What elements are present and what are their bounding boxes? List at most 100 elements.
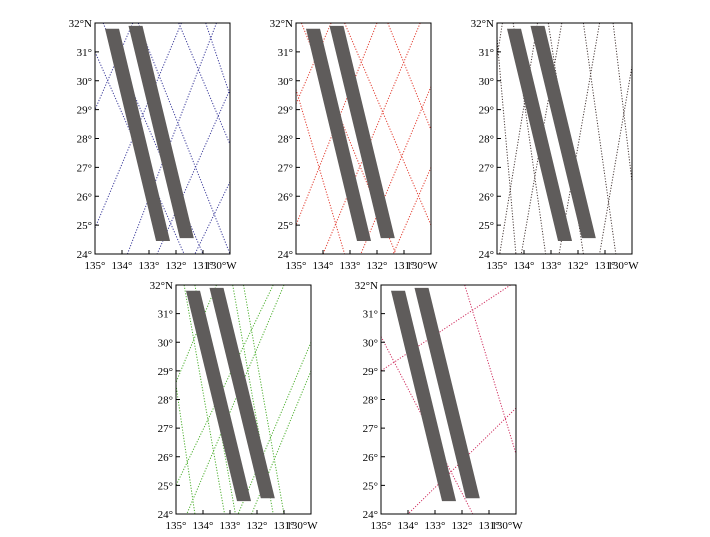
swath-east	[128, 25, 194, 239]
lat-tick-label: 30°	[363, 337, 378, 349]
lat-tick-label: 32°N	[69, 18, 92, 30]
lon-tick-label: 132°	[452, 520, 473, 532]
lon-tick-label: 130°W	[286, 520, 318, 532]
lat-tick-label: 26°	[158, 452, 173, 464]
lon-tick-label: 132°	[367, 260, 388, 272]
swath-west	[186, 290, 252, 502]
lon-tick-label: 130°W	[205, 260, 237, 272]
panel-plot-area	[497, 23, 632, 254]
ground-track	[137, 23, 230, 254]
lat-tick-label: 24°	[278, 249, 293, 261]
lat-tick-label: 29°	[278, 105, 293, 117]
lon-tick-label: 134°	[313, 260, 334, 272]
ground-track	[392, 167, 431, 254]
lat-tick-label: 25°	[278, 220, 293, 232]
lat-tick-label: 31°	[363, 309, 378, 321]
panel-plot-area	[381, 285, 516, 514]
lat-tick-label: 27°	[77, 162, 92, 174]
panel-plot-area	[95, 23, 230, 254]
lon-tick-label: 132°	[247, 520, 268, 532]
ground-track	[243, 285, 285, 514]
lat-tick-label: 28°	[278, 134, 293, 146]
ground-track	[95, 23, 182, 229]
ground-track	[344, 23, 431, 226]
lon-tick-label: 135°	[487, 260, 508, 272]
lat-tick-label: 27°	[278, 162, 293, 174]
swath-west	[105, 28, 171, 242]
panel-green: 24° 25° 26° 27° 28° 29° 30° 31° 32°N 135° 134° 133°…	[150, 280, 319, 532]
lat-tick-label: 30°	[158, 337, 173, 349]
lat-tick-label: 31°	[479, 47, 494, 59]
ground-track	[186, 285, 285, 514]
lat-tick-label: 28°	[158, 395, 173, 407]
ground-track	[360, 86, 431, 254]
swath-east	[530, 25, 596, 239]
lon-tick-label: 135°	[371, 520, 392, 532]
ground-track	[497, 37, 517, 254]
swath-west	[391, 290, 457, 502]
ground-track	[512, 23, 547, 254]
lat-tick-label: 30°	[479, 76, 494, 88]
lon-tick-label: 131°	[595, 260, 616, 272]
ground-track	[497, 23, 503, 58]
lon-tick-label: 130°W	[406, 260, 438, 272]
ground-track	[296, 23, 332, 105]
panel-plot-area	[296, 23, 431, 254]
lat-tick-label: 29°	[479, 105, 494, 117]
lat-tick-label: 27°	[363, 423, 378, 435]
ground-track	[176, 385, 196, 514]
lat-tick-label: 32°N	[270, 18, 293, 30]
ground-track	[582, 23, 617, 254]
ground-track	[95, 51, 185, 254]
lat-tick-label: 32°N	[355, 280, 378, 292]
lat-tick-label: 30°	[77, 76, 92, 88]
swath-west	[306, 28, 372, 242]
lon-tick-label: 134°	[193, 520, 214, 532]
lat-tick-label: 28°	[479, 134, 494, 146]
lat-tick-label: 31°	[278, 47, 293, 59]
ground-track	[176, 285, 217, 383]
swath-east	[329, 25, 395, 239]
lat-tick-label: 29°	[158, 366, 173, 378]
ground-track	[599, 66, 632, 254]
swath-east	[414, 287, 480, 499]
ground-track	[381, 285, 511, 372]
lat-tick-label: 28°	[363, 395, 378, 407]
lon-tick-label: 133°	[340, 260, 361, 272]
lat-tick-label: 31°	[158, 309, 173, 321]
lon-tick-label: 132°	[568, 260, 589, 272]
lat-tick-label: 28°	[77, 134, 92, 146]
lat-tick-label: 29°	[77, 105, 92, 117]
lon-tick-label: 135°	[166, 520, 187, 532]
ground-track	[296, 89, 346, 254]
panel-blue: 24° 25° 26° 27° 28° 29° 30° 31° 32°N 135° 134° 133°…	[69, 18, 238, 272]
lon-tick-label: 134°	[398, 520, 419, 532]
lat-tick-label: 25°	[77, 220, 92, 232]
lon-tick-label: 131°	[274, 520, 295, 532]
lon-tick-label: 134°	[112, 260, 133, 272]
lat-tick-label: 29°	[363, 366, 378, 378]
lon-tick-label: 133°	[541, 260, 562, 272]
lat-tick-label: 24°	[479, 249, 494, 261]
ground-track	[205, 23, 230, 96]
ground-track	[176, 285, 274, 486]
lat-tick-label: 26°	[278, 191, 293, 203]
lat-tick-label: 25°	[479, 220, 494, 232]
ground-track	[126, 23, 217, 254]
lat-tick-label: 25°	[363, 480, 378, 492]
lon-tick-label: 130°W	[607, 260, 639, 272]
ground-track	[194, 181, 230, 254]
lon-tick-label: 133°	[220, 520, 241, 532]
ground-track	[178, 23, 230, 145]
lat-tick-label: 24°	[158, 509, 173, 521]
panel-plot-area	[176, 285, 311, 514]
lon-tick-label: 131°	[394, 260, 415, 272]
ground-track	[156, 89, 230, 254]
lat-tick-label: 25°	[158, 480, 173, 492]
panel-crimson: 24° 25° 26° 27° 28° 29° 30° 31° 32°N 135° 134° 133°…	[355, 280, 524, 532]
lon-tick-label: 131°	[479, 520, 500, 532]
lon-tick-label: 135°	[85, 260, 106, 272]
map-panels: 24° 25° 26° 27° 28° 29° 30° 31° 32°N 135° 134° 133°…	[69, 18, 640, 532]
lat-tick-label: 27°	[479, 162, 494, 174]
